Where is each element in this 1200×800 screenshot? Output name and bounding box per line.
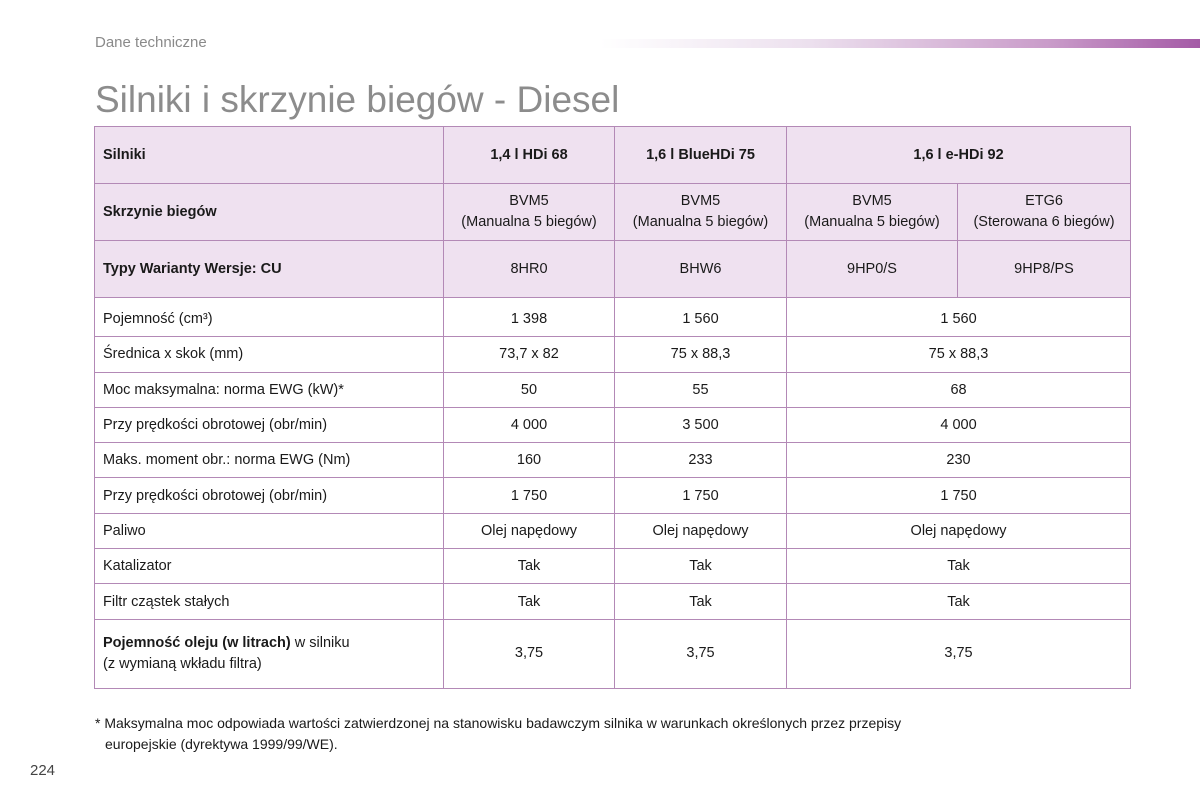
gearbox-code: BVM5 [852, 193, 892, 209]
type-cell: 9HP8/PS [956, 240, 1132, 298]
row-label: Moc maksymalna: norma EWG (kW)* [94, 371, 444, 408]
engine-header-cell: 1,6 l e-HDi 92 [785, 126, 1132, 184]
row-value: 233 [614, 442, 787, 479]
engine-header-cell: 1,4 l HDi 68 [443, 126, 615, 184]
row-label: Paliwo [94, 512, 444, 550]
gearbox-cell: BVM5 (Manualna 5 biegów) [614, 183, 787, 241]
row-value: 68 [785, 371, 1132, 408]
table-row: Pojemność (cm³) 1 398 1 560 1 560 [94, 296, 1132, 338]
gearbox-code: BVM5 [680, 193, 721, 209]
oil-label-line2: (z wymianą wkładu filtra) [103, 655, 262, 672]
type-cell: BHW6 [614, 240, 787, 298]
types-label: Typy Warianty Wersje: CU [94, 240, 444, 298]
row-value: 1 560 [785, 296, 1132, 338]
table-row: Przy prędkości obrotowej (obr/min) 1 750… [94, 477, 1132, 514]
row-value: 4 000 [785, 406, 1132, 444]
footnote-line-2: europejskie (dyrektywa 1999/99/WE). [105, 736, 338, 752]
row-value: 50 [443, 371, 615, 408]
type-cell: 9HP0/S [786, 240, 958, 298]
row-value: Tak [785, 583, 1132, 620]
oil-value: 3,75 [443, 618, 615, 689]
table-row: Maks. moment obr.: norma EWG (Nm) 160 23… [94, 442, 1132, 479]
table-row: Moc maksymalna: norma EWG (kW)* 50 55 68 [94, 371, 1132, 408]
row-value: 1 560 [614, 296, 787, 338]
row-value: 73,7 x 82 [443, 336, 615, 373]
row-label: Średnica x skok (mm) [94, 336, 444, 373]
row-value: Tak [614, 548, 787, 585]
row-label: Maks. moment obr.: norma EWG (Nm) [94, 442, 444, 479]
row-value: Tak [614, 583, 787, 620]
gearbox-code: BVM5 [509, 193, 549, 209]
gearbox-label: Skrzynie biegów [94, 183, 444, 241]
gearbox-desc: (Manualna 5 biegów) [461, 214, 597, 230]
row-value: 75 x 88,3 [785, 336, 1132, 373]
table-row: Przy prędkości obrotowej (obr/min) 4 000… [94, 406, 1132, 444]
engines-header-row: Silniki 1,4 l HDi 68 1,6 l BlueHDi 75 1,… [94, 126, 1132, 184]
row-label: Katalizator [94, 548, 444, 585]
oil-label-bold: Pojemność oleju (w litrach) [103, 634, 291, 651]
oil-label-rest: w silniku [290, 634, 350, 651]
engines-label: Silniki [94, 126, 444, 184]
section-label: Dane techniczne [95, 34, 207, 51]
gearbox-cell: BVM5 (Manualna 5 biegów) [443, 183, 615, 241]
row-value: 3 500 [614, 406, 787, 444]
row-value: 1 750 [614, 477, 787, 514]
engine-header-cell: 1,6 l BlueHDi 75 [614, 126, 787, 184]
gearbox-cell: ETG6 (Sterowana 6 biegów) [956, 183, 1132, 241]
page-number: 224 [30, 762, 56, 779]
oil-value: 3,75 [785, 618, 1132, 689]
row-label: Filtr cząstek stałych [94, 583, 444, 620]
page-title: Silniki i skrzynie biegów - Diesel [95, 79, 620, 120]
row-value: Tak [443, 583, 615, 620]
row-value: Tak [443, 548, 615, 585]
oil-capacity-label: Pojemność oleju (w litrach) w silniku (z … [94, 618, 444, 689]
table-row: Katalizator Tak Tak Tak [94, 548, 1132, 585]
row-value: 1 750 [785, 477, 1132, 514]
row-value: 4 000 [443, 406, 615, 444]
row-label: Pojemność (cm³) [94, 296, 444, 338]
table-row: Średnica x skok (mm) 73,7 x 82 75 x 88,3… [94, 336, 1132, 373]
row-value: 1 398 [443, 296, 615, 338]
gearbox-code: ETG6 [1025, 193, 1063, 209]
row-value: Olej napędowy [443, 512, 615, 550]
row-value: 160 [443, 442, 615, 479]
row-value: 230 [785, 442, 1132, 479]
row-value: Olej napędowy [614, 512, 787, 550]
gearbox-desc: (Sterowana 6 biegów) [973, 214, 1115, 230]
header-gradient-bar [600, 39, 1200, 48]
row-value: 55 [614, 371, 787, 408]
oil-capacity-row: Pojemność oleju (w litrach) w silniku (z … [94, 618, 1132, 689]
diesel-specs-table: Silniki 1,4 l HDi 68 1,6 l BlueHDi 75 1,… [94, 126, 1132, 689]
gearbox-cell: BVM5 (Manualna 5 biegów) [786, 183, 958, 241]
footnote-line-1: * Maksymalna moc odpowiada wartości zatw… [95, 715, 902, 731]
oil-value: 3,75 [614, 618, 787, 689]
row-label: Przy prędkości obrotowej (obr/min) [94, 477, 444, 514]
table-row: Filtr cząstek stałych Tak Tak Tak [94, 583, 1132, 620]
gearbox-header-row: Skrzynie biegów BVM5 (Manualna 5 biegów) … [94, 183, 1132, 241]
row-value: Tak [785, 548, 1132, 585]
footnote: * Maksymalna moc odpowiada wartości zatw… [95, 713, 1055, 755]
type-cell: 8HR0 [443, 240, 615, 298]
gearbox-desc: (Manualna 5 biegów) [804, 214, 940, 230]
row-value: Olej napędowy [785, 512, 1132, 550]
gearbox-desc: (Manualna 5 biegów) [632, 214, 769, 230]
row-value: 1 750 [443, 477, 615, 514]
row-value: 75 x 88,3 [614, 336, 787, 373]
row-label: Przy prędkości obrotowej (obr/min) [94, 406, 444, 444]
types-header-row: Typy Warianty Wersje: CU 8HR0 BHW6 9HP0/… [94, 240, 1132, 298]
table-row: Paliwo Olej napędowy Olej napędowy Olej … [94, 512, 1132, 550]
